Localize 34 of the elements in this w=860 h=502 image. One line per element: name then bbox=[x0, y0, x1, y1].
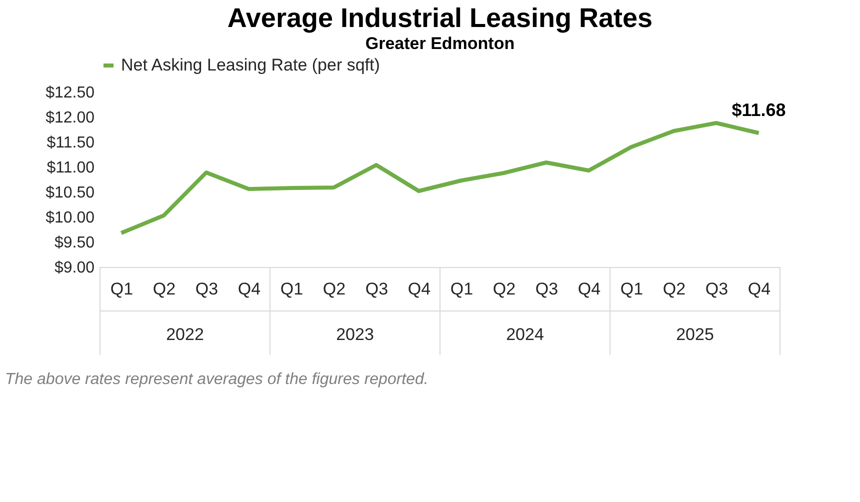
x-tick-label: Q4 bbox=[748, 280, 771, 298]
x-tick-label: Q3 bbox=[535, 280, 558, 298]
x-tick-label: Q3 bbox=[705, 280, 728, 298]
x-tick-label: Q1 bbox=[450, 280, 474, 298]
legend-label: Net Asking Leasing Rate (per sqft) bbox=[121, 56, 380, 74]
data-label: $11.68 bbox=[732, 100, 786, 120]
x-tick-label: Q1 bbox=[620, 280, 644, 298]
x-tick-label: Q2 bbox=[492, 280, 516, 298]
y-tick-label: $11.00 bbox=[46, 160, 95, 176]
text: The above rates represent averages of the figures reported. bbox=[5, 371, 428, 388]
x-tick-label: Q1 bbox=[110, 280, 134, 298]
text: 2025 bbox=[676, 325, 714, 344]
x-tick-label: Q3 bbox=[195, 280, 218, 298]
y-tick-label: $10.50 bbox=[46, 184, 95, 202]
x-tick-label: Q2 bbox=[322, 280, 346, 298]
x-tick-label: Q4 bbox=[578, 280, 601, 298]
chart-subtitle: Greater Edmonton bbox=[365, 34, 515, 53]
text: 2024 bbox=[506, 325, 544, 344]
y-tick-label: $12.50 bbox=[46, 84, 95, 102]
y-tick-label: $10.00 bbox=[46, 210, 95, 226]
x-tick-label: Q1 bbox=[280, 280, 304, 298]
y-tick-label: $9.00 bbox=[54, 260, 95, 276]
text: 2022 bbox=[166, 325, 204, 344]
y-tick-label: $9.50 bbox=[54, 234, 95, 252]
x-tick-label: Q4 bbox=[238, 280, 261, 298]
chart-title: Average Industrial Leasing Rates bbox=[227, 3, 653, 33]
y-tick-label: $11.50 bbox=[46, 134, 95, 152]
y-tick-label: $12.00 bbox=[46, 110, 95, 126]
x-tick-label: Q2 bbox=[152, 280, 176, 298]
line-series bbox=[119, 121, 761, 235]
x-tick-label: Q2 bbox=[662, 280, 686, 298]
text: 2023 bbox=[336, 325, 374, 344]
x-tick-label: Q4 bbox=[408, 280, 431, 298]
x-tick-label: Q3 bbox=[365, 280, 388, 298]
